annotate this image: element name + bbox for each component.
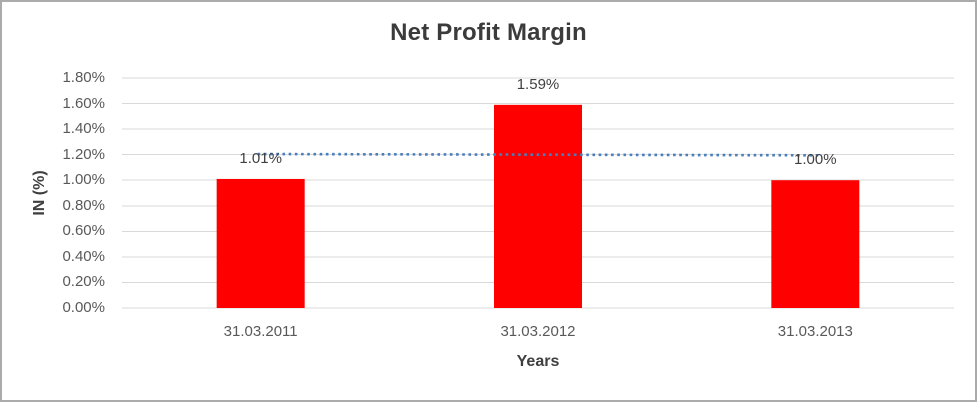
y-tick-label: 0.20%	[62, 273, 105, 291]
bar-31.03.2011	[216, 178, 305, 308]
y-tick-label: 0.60%	[62, 222, 105, 240]
y-tick-label: 1.00%	[62, 171, 105, 189]
x-axis-title: Years	[516, 353, 560, 370]
y-tick-label: 0.00%	[62, 299, 105, 316]
y-tick-label: 1.60%	[62, 94, 105, 112]
chart-title: Net Profit Margin	[390, 19, 587, 46]
data-label: 1.01%	[239, 149, 282, 167]
data-label: 1.00%	[794, 151, 837, 169]
trendline	[257, 152, 820, 157]
x-tick-label: 31.03.2011	[223, 323, 298, 340]
y-tick-label: 1.40%	[62, 120, 105, 138]
y-tick-label: 1.20%	[62, 145, 105, 163]
x-tick-label: 31.03.2013	[777, 323, 853, 340]
data-label: 1.59%	[516, 75, 560, 93]
x-tick-label: 31.03.2012	[500, 323, 576, 340]
y-tick-label: 0.40%	[62, 247, 105, 265]
y-tick-label: 1.80%	[62, 69, 105, 86]
bar-31.03.2012	[494, 104, 582, 308]
bar-31.03.2013	[771, 180, 860, 308]
y-tick-label: 0.80%	[62, 196, 105, 214]
